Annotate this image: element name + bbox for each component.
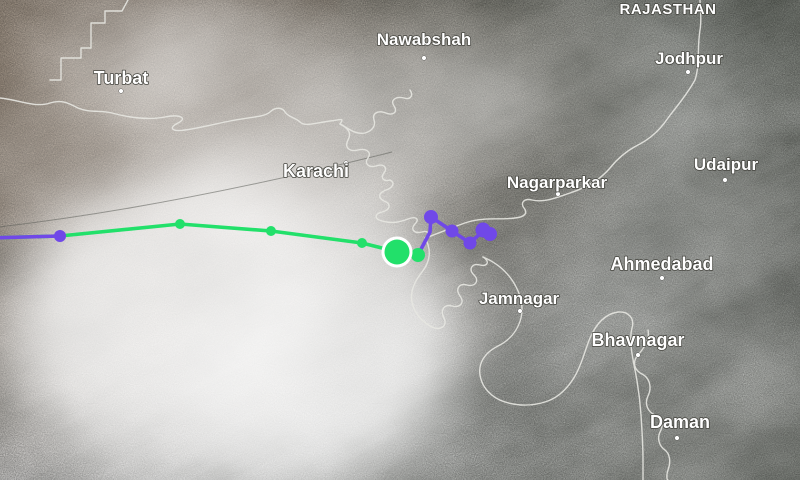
svg-text:Bhavnagar: Bhavnagar — [591, 330, 684, 350]
svg-text:Jodhpur: Jodhpur — [655, 49, 723, 68]
svg-text:Nawabshah: Nawabshah — [377, 30, 471, 49]
svg-text:Jamnagar: Jamnagar — [479, 289, 560, 308]
svg-text:Nagarparkar: Nagarparkar — [507, 173, 608, 192]
svg-text:Turbat: Turbat — [94, 68, 149, 88]
svg-text:Udaipur: Udaipur — [694, 155, 759, 174]
svg-text:Ahmedabad: Ahmedabad — [610, 254, 713, 274]
svg-text:RAJASTHAN: RAJASTHAN — [619, 1, 716, 18]
svg-text:Karachi: Karachi — [283, 161, 349, 181]
svg-text:Daman: Daman — [650, 412, 710, 432]
